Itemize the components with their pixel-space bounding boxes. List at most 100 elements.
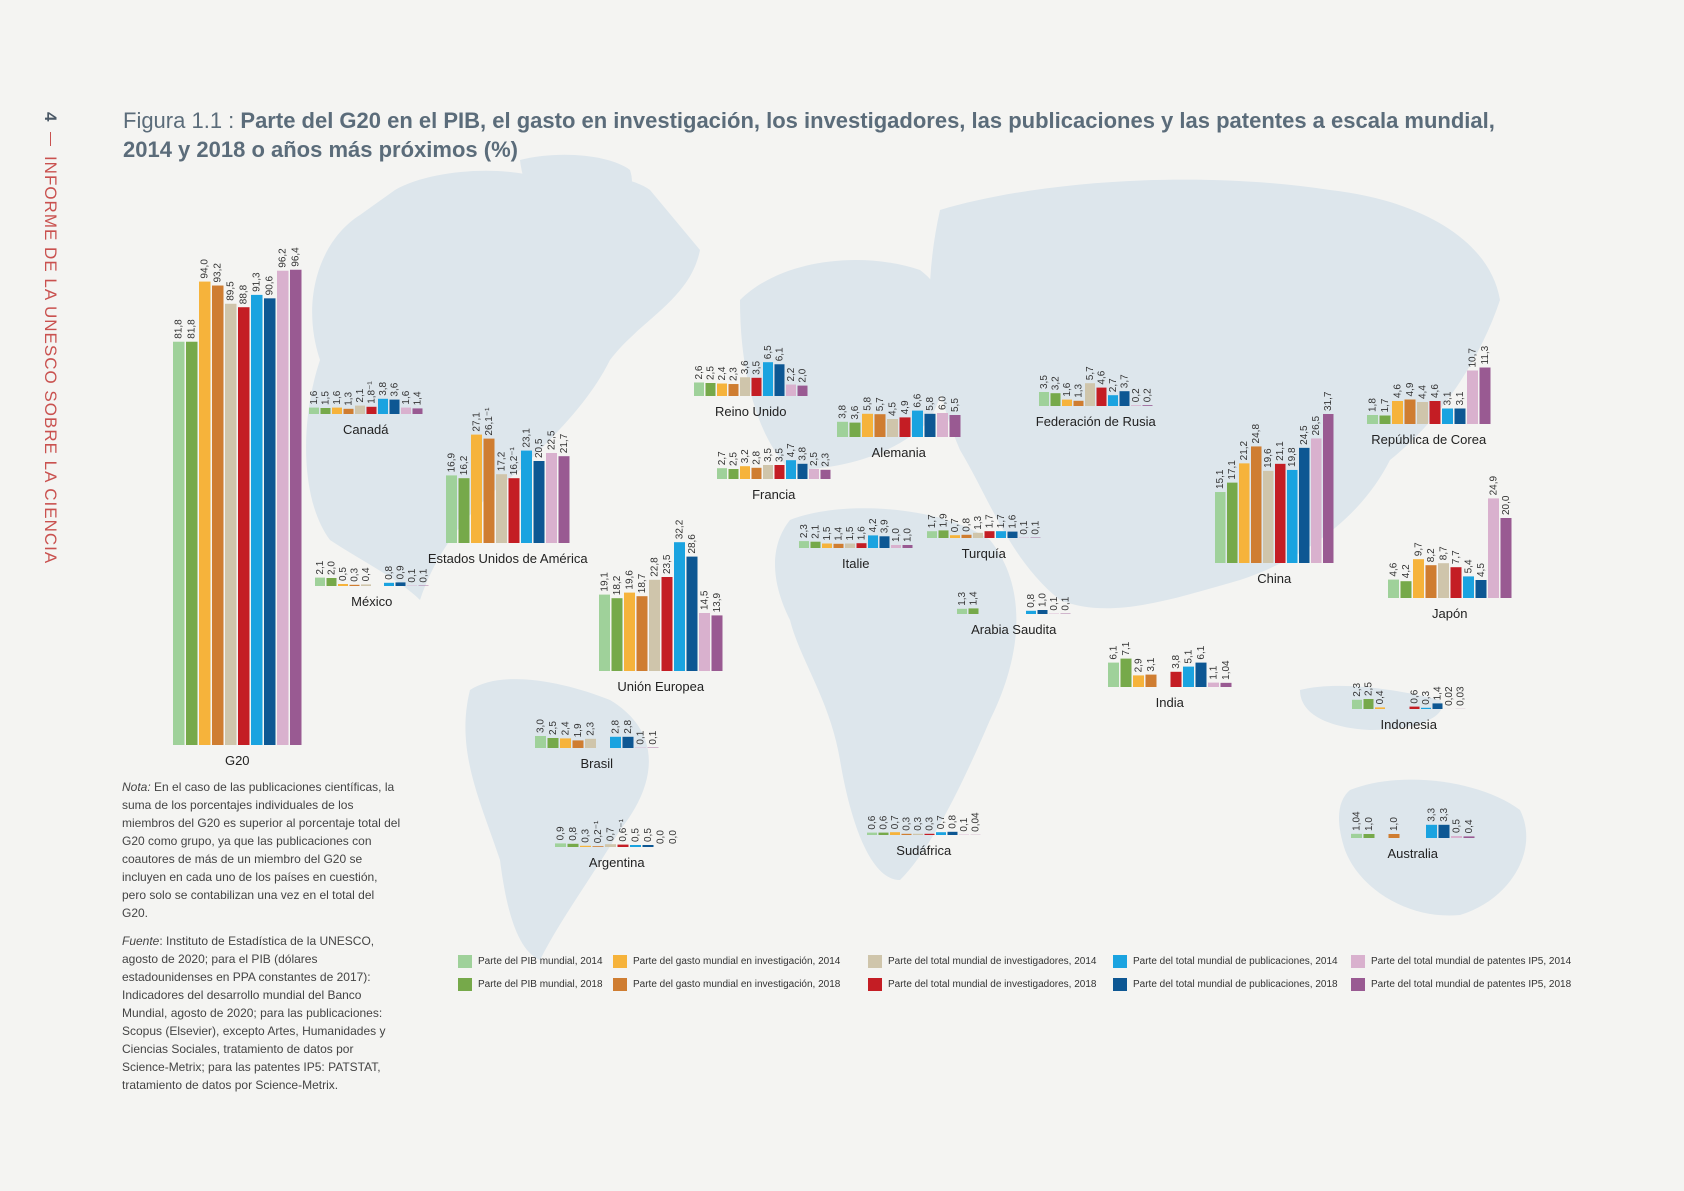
data-label: 1,04 <box>1221 660 1232 680</box>
bar <box>567 843 579 847</box>
bar <box>867 832 877 835</box>
bar <box>320 408 331 414</box>
bar <box>728 469 739 479</box>
legend-label: Parte del total mundial de investigadore… <box>888 956 1097 967</box>
bar-group-19: 2,3 2,50,4 0,6 0,3 1,4 0,02 0,03 Indonesia <box>1352 682 1467 732</box>
bar <box>332 407 342 414</box>
legend-item: Parte del gasto mundial en investigación… <box>613 955 868 968</box>
bar <box>1388 834 1400 838</box>
bar <box>901 833 912 835</box>
legend-label: Parte del PIB mundial, 2014 <box>478 956 603 967</box>
bar <box>558 456 570 543</box>
bar <box>1425 565 1437 598</box>
data-label: 0,3 <box>1421 690 1432 704</box>
data-label: 0,7 <box>606 827 617 841</box>
bar <box>822 543 832 548</box>
data-label: 3,8 <box>1171 654 1182 668</box>
bar <box>797 385 808 396</box>
legend-swatch <box>868 978 882 991</box>
bar <box>555 843 566 847</box>
bar <box>580 845 591 847</box>
bar <box>1039 392 1049 406</box>
bar <box>338 584 348 586</box>
data-label: 2,0 <box>798 368 809 382</box>
bar <box>891 545 901 548</box>
legend-item: Parte del total mundial de investigadore… <box>868 978 1113 991</box>
data-label: 0,7 <box>936 815 947 829</box>
legend-label: Parte del gasto mundial en investigación… <box>633 956 841 967</box>
data-label: 1,4 <box>834 526 845 540</box>
bar <box>849 422 861 437</box>
data-label: 0,4 <box>361 567 372 581</box>
bar <box>572 740 584 748</box>
data-label: 2,9 <box>1134 658 1145 672</box>
bar <box>820 469 831 479</box>
bar <box>1409 706 1420 709</box>
legend-item: Parte del total mundial de patentes IP5,… <box>1351 955 1601 968</box>
data-label: 2,6 <box>694 365 705 379</box>
bar <box>199 281 211 745</box>
source-paragraph: Fuente: Instituto de Estadística de la U… <box>122 932 402 1094</box>
bar <box>705 383 716 396</box>
bar <box>264 298 276 745</box>
bar <box>717 383 727 396</box>
data-label: 2,8 <box>623 719 634 733</box>
bar <box>1479 367 1491 424</box>
data-label: 0,0 <box>656 830 667 844</box>
data-label: 0,6 <box>879 815 890 829</box>
bar <box>395 582 406 586</box>
data-label: 0,5 <box>643 828 654 842</box>
data-label: 3,8 <box>378 381 389 395</box>
bar <box>912 410 923 437</box>
data-label: 2,3 <box>799 524 810 538</box>
group-label: Sudáfrica <box>896 843 952 858</box>
data-label: 16,2 <box>459 455 470 475</box>
legend-swatch <box>1351 955 1365 968</box>
data-label: 1,1 <box>1209 665 1220 679</box>
data-label: 2,3 <box>586 721 597 735</box>
bar <box>938 530 949 538</box>
legend-item: Parte del total mundial de publicaciones… <box>1113 955 1351 968</box>
bar <box>1375 707 1385 709</box>
data-label: 23,5 <box>662 554 673 574</box>
bar <box>546 453 557 543</box>
data-label: 1,8 <box>1368 398 1379 412</box>
bar-group-7: 2,6 2,5 2,4 2,3 3,6 3,56,5 6,12,2 2,0 Reino Unid… <box>694 345 809 419</box>
group-label: Italie <box>842 556 869 571</box>
data-label: 26,1⁻¹ <box>484 407 495 436</box>
bar <box>1050 393 1061 406</box>
legend-item: Parte del gasto mundial en investigación… <box>613 978 868 991</box>
africa-shape <box>775 508 1017 880</box>
bar <box>315 577 325 586</box>
bar <box>763 465 773 479</box>
data-label: 1,6 <box>309 390 320 404</box>
source-label: Fuente <box>122 934 160 948</box>
data-label: 1,7 <box>1380 398 1391 412</box>
data-label: 0,8 <box>962 517 973 531</box>
legend-label: Parte del total mundial de patentes IP5,… <box>1371 956 1572 967</box>
data-label: 0,4 <box>1464 819 1475 833</box>
south-america-shape <box>465 679 649 960</box>
bar <box>947 831 958 835</box>
data-label: 96,4 <box>291 247 302 267</box>
data-label: 2,0 <box>327 561 338 575</box>
data-label: 26,5 <box>1311 416 1322 436</box>
group-label: Turquía <box>962 546 1007 561</box>
data-label: 2,8 <box>752 450 763 464</box>
bar <box>961 534 972 538</box>
bar <box>1426 824 1437 838</box>
data-label: 2,3 <box>729 367 740 381</box>
data-label: 0,5 <box>631 828 642 842</box>
data-label: 88,8 <box>239 284 250 304</box>
bar <box>786 384 796 396</box>
legend-label: Parte del total mundial de investigadore… <box>888 979 1097 990</box>
data-label: 1,0 <box>1038 593 1049 607</box>
data-label: 21,7 <box>559 433 570 453</box>
bar <box>1073 400 1084 406</box>
data-label: 5,5 <box>950 398 961 412</box>
bar <box>1119 391 1130 406</box>
data-label: 0,1 <box>648 730 659 744</box>
group-label: Federación de Rusia <box>1036 414 1157 429</box>
